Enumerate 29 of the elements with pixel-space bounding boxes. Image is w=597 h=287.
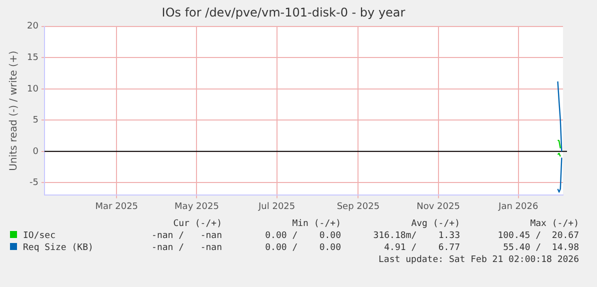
text: Min (-/+) <box>291 218 341 230</box>
text: Avg (-/+) <box>410 218 460 230</box>
text: 0.00 / 0.00 <box>264 230 341 242</box>
y-tick-label: 0 <box>32 146 39 157</box>
x-tick-label: Mar 2025 <box>95 202 138 212</box>
text: 55.40 / 14.98 <box>502 242 579 254</box>
x-tick-label: May 2025 <box>174 202 219 212</box>
text: 0.00 / 0.00 <box>264 242 341 254</box>
legend-label: IO/sec <box>22 231 56 241</box>
y-tick-label: 10 <box>27 84 39 94</box>
y-tick-label: 20 <box>27 22 39 32</box>
text: -nan / -nan <box>150 230 222 242</box>
y-tick-label: 5 <box>32 116 38 126</box>
text: 316.18m/ 1.33 <box>372 230 460 242</box>
x-tick-label: Sep 2025 <box>336 202 380 212</box>
text: 100.45 / 20.67 <box>496 230 579 242</box>
text: 4.91 / 6.77 <box>383 242 460 254</box>
x-tick-label: Jan 2026 <box>498 202 538 212</box>
text: Last update: Sat Feb 21 02:00:18 2026 <box>378 254 579 266</box>
chart-title: IOs for /dev/pve/vm-101-disk-0 - by year <box>162 5 406 20</box>
text: -nan / -nan <box>150 242 222 254</box>
y-tick-label: 15 <box>27 53 38 64</box>
y-tick-label: -5 <box>29 178 38 188</box>
x-tick-label: Jul 2025 <box>258 202 296 212</box>
legend-label: Req Size (KB) <box>22 243 94 253</box>
text: Cur (-/+) <box>172 218 222 230</box>
x-tick-label: Nov 2025 <box>416 202 460 212</box>
y-axis-title: Units read (-) / write (+) <box>8 50 20 171</box>
text: Max (-/+) <box>529 218 579 230</box>
